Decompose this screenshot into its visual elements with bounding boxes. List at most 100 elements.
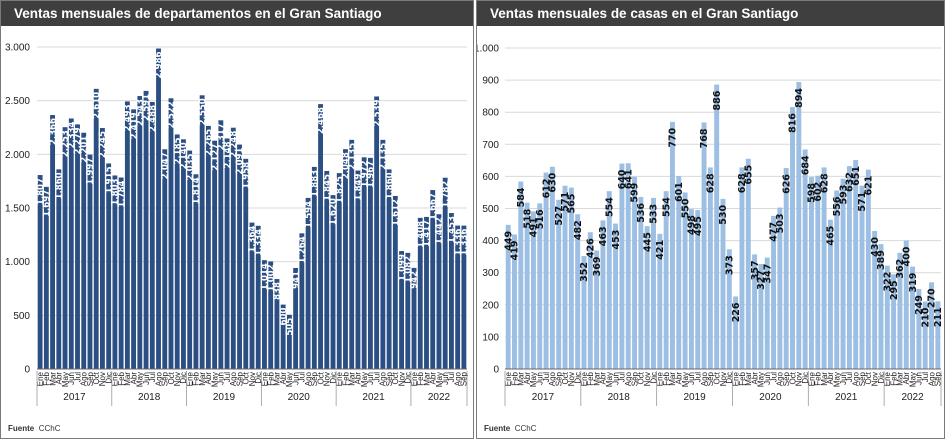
dept-data-label: 1.364 [247,226,258,253]
dept-bar [137,96,143,369]
casas-ytick-label: 900 [482,76,499,87]
casas-month-label: Ago [927,371,936,386]
dept-bar [37,175,43,369]
dept-bar [193,174,199,369]
casas-month-label: May [605,372,614,387]
dept-data-label: 2.468 [316,107,327,134]
casas-ytick-label: 400 [482,236,499,247]
dept-ytick-label: 2.000 [5,150,30,161]
dept-month-label: May [61,372,70,387]
casas-data-label: 641 [623,169,634,189]
dept-month-label: Jul [447,372,456,382]
dept-data-label: 1.408 [415,221,426,248]
dept-month-label: May [285,372,294,387]
dept-data-label: 1.782 [440,181,451,208]
dept-bar [199,95,205,370]
dept-month-label: Abr [204,372,213,385]
dept-bar [62,127,68,369]
casas-month-label: Ene [807,371,816,386]
dept-month-label: Feb [192,371,201,385]
casas-data-label: 626 [781,174,792,194]
dept-data-label: 2.419 [129,112,140,139]
dept-month-label: Jun [441,372,450,385]
dept-ytick-label: 0 [24,365,30,376]
casas-month-label: Mar [896,372,905,386]
dept-bar [436,214,442,369]
dept-month-label: Jul [223,372,232,382]
dept-month-label: Jul [372,372,381,382]
dept-bar [230,127,236,370]
dept-data-label: 1.860 [54,172,65,199]
casas-data-label: 768 [699,128,710,148]
dept-month-label: Mar [422,372,431,386]
casas-data-label: 463 [598,226,609,246]
casas-data-label: 210 [920,307,931,327]
casas-bar [701,122,707,369]
dept-data-label: 1.014 [260,263,271,290]
casas-bar [695,210,701,369]
dept-bar [224,138,230,369]
casas-month-label: May [833,372,842,387]
casas-bar [910,266,916,369]
dept-month-label: Jun [366,372,375,385]
casas-month-label: Dic [649,372,658,384]
dept-bar [56,169,62,369]
casas-month-label: Oct [712,371,721,384]
dept-month-label: Sep [310,371,319,386]
casas-month-label: Mar [517,372,526,386]
dept-data-label: 1.784 [116,180,127,207]
casas-data-label: 453 [611,230,622,250]
casas-ytick-label: 600 [482,172,499,183]
casas-bar [859,185,865,369]
dept-bar [380,139,386,369]
dept-bar [417,217,423,369]
casas-bar [669,121,675,369]
dept-bar [43,186,49,369]
casas-month-label: Mar [744,372,753,386]
dept-month-label: Sep [86,371,95,386]
dept-data-label: 2.265 [204,129,215,156]
casas-bar [865,169,871,369]
casas-data-label: 684 [800,155,811,175]
dept-data-label: 1.417 [422,220,433,247]
dept-month-label: Nov [248,372,257,386]
departamentos-chart-title: Ventas mensuales de departamentos en el … [1,1,473,26]
dept-month-label: Ene [36,371,45,386]
casas-bar [891,274,897,369]
casas-data-label: 322 [882,272,893,292]
casas-month-label: Abr [902,372,911,385]
departamentos-source-label: Fuente [8,424,35,433]
dept-month-label: Dic [104,372,113,384]
dept-month-label: Dic [179,372,188,384]
dept-bar [131,109,137,370]
casas-month-label: Sep [555,371,564,386]
casas-data-label: 530 [718,204,729,224]
casas-bar [587,232,593,369]
casas-data-label: 503 [775,214,786,234]
casas-bar [790,107,795,370]
casas-data-label: 593 [838,185,849,205]
casas-data-label: 389 [876,250,887,270]
dept-bar [442,177,448,369]
casas-year-label: 2020 [759,392,782,403]
casas-bar [720,198,726,369]
dept-month-label: Jul [148,372,157,382]
casas-month-label: Jul [542,372,551,382]
casas-data-label: 599 [630,183,641,203]
casas-bar [872,230,878,369]
dept-month-label: May [210,372,219,387]
casas-bar [929,282,934,369]
casas-bar [752,254,758,369]
casas-month-label: Oct [864,371,873,384]
dept-data-label: 1.915 [104,166,115,193]
dept-month-label: Feb [266,371,275,385]
casas-ytick-label: 800 [482,108,499,119]
dept-bar [237,144,242,369]
dept-bar [87,154,93,369]
dept-bar [81,132,87,369]
casas-month-label: Dic [801,372,810,384]
casas-month-label: Jul [694,372,703,382]
casas-month-label: Feb [814,371,823,385]
casas-data-label: 640 [617,169,628,189]
casas-month-label: Ene [656,371,665,386]
